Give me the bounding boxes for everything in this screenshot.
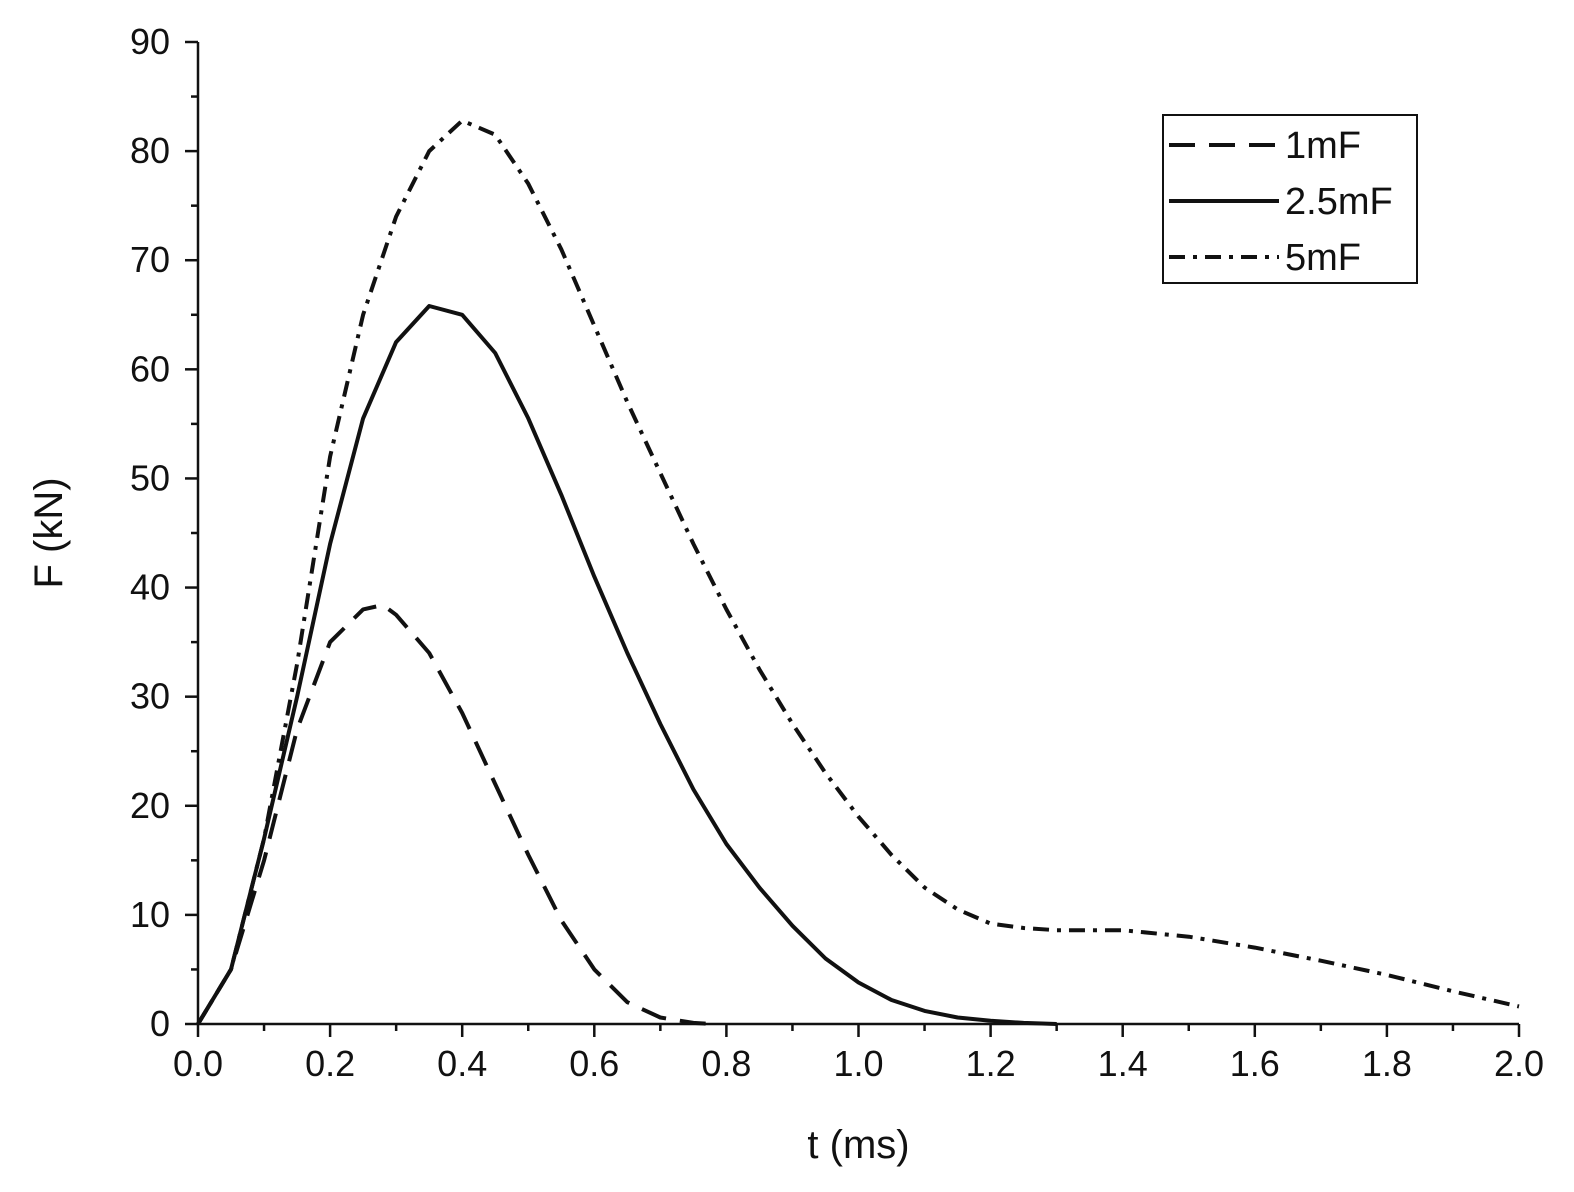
y-tick-label: 80 bbox=[130, 130, 170, 171]
series-line-1mF bbox=[196, 603, 714, 1026]
x-tick-label: 0.0 bbox=[173, 1043, 223, 1084]
y-axis-title: F (kN) bbox=[27, 477, 71, 588]
y-tick-label: 70 bbox=[130, 239, 170, 280]
y-tick-label: 40 bbox=[130, 567, 170, 608]
y-tick-label: 0 bbox=[150, 1003, 170, 1044]
x-tick-label: 0.8 bbox=[701, 1043, 751, 1084]
y-tick-label: 50 bbox=[130, 457, 170, 498]
x-tick-label: 1.4 bbox=[1098, 1043, 1148, 1084]
series-line-2.5mF bbox=[196, 304, 1057, 1026]
legend: 1mF 2.5mF 5mF bbox=[1162, 114, 1418, 284]
x-tick-label: 0.6 bbox=[569, 1043, 619, 1084]
x-axis: 0.0 0.2 0.4 0.6 0.8 1.0 1.2 1.4 1.6 1.8 2.0 bbox=[173, 1022, 1544, 1084]
y-tick-label: 90 bbox=[130, 21, 170, 62]
legend-label: 2.5mF bbox=[1285, 181, 1393, 223]
x-tick-label: 0.4 bbox=[437, 1043, 487, 1084]
x-axis-title: t (ms) bbox=[807, 1123, 909, 1167]
y-axis: 0 10 20 30 40 50 60 70 80 90 bbox=[130, 21, 200, 1044]
y-tick-label: 10 bbox=[130, 894, 170, 935]
x-tick-label: 2.0 bbox=[1494, 1043, 1544, 1084]
series-layer bbox=[196, 118, 1520, 1026]
legend-label: 1mF bbox=[1285, 125, 1361, 167]
series-line-5mF bbox=[196, 118, 1520, 1026]
x-tick-label: 1.8 bbox=[1362, 1043, 1412, 1084]
y-tick-label: 30 bbox=[130, 676, 170, 717]
x-tick-label: 0.2 bbox=[305, 1043, 355, 1084]
legend-label: 5mF bbox=[1285, 237, 1361, 279]
x-tick-label: 1.2 bbox=[966, 1043, 1016, 1084]
y-tick-label: 60 bbox=[130, 348, 170, 389]
x-tick-label: 1.0 bbox=[833, 1043, 883, 1084]
y-tick-label: 20 bbox=[130, 785, 170, 826]
x-tick-label: 1.6 bbox=[1230, 1043, 1280, 1084]
